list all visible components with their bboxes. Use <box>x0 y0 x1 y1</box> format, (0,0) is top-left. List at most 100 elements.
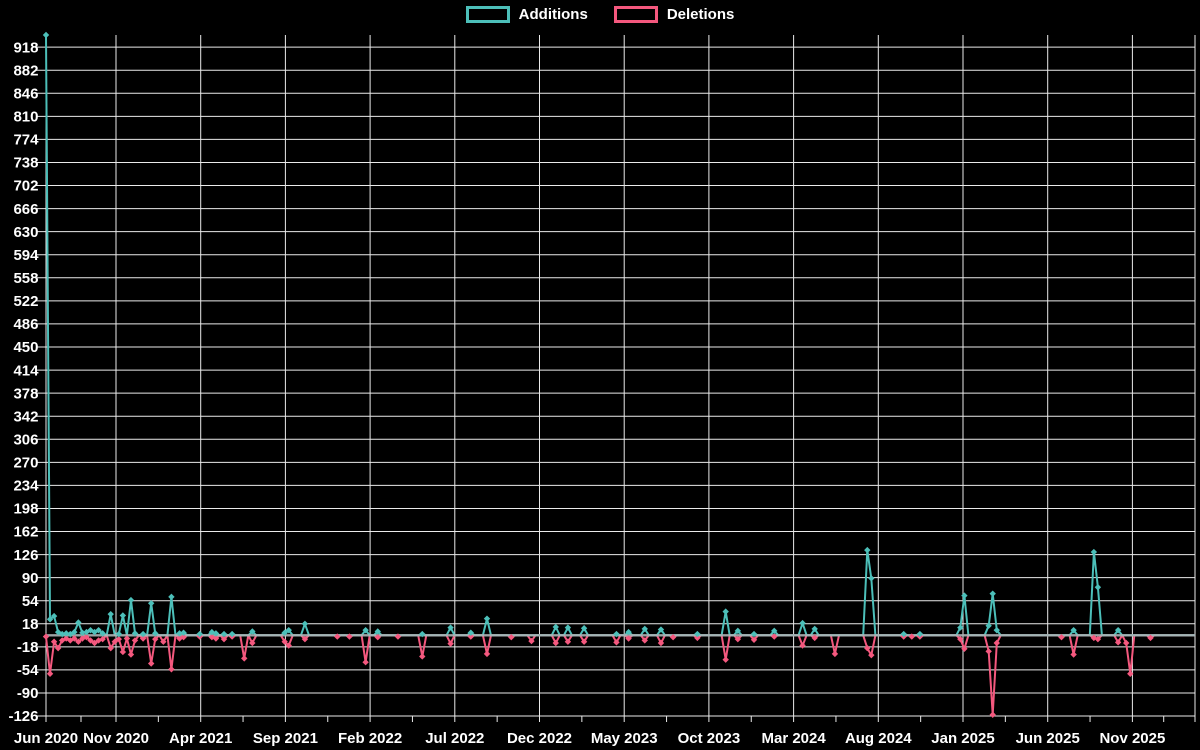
y-tick-label: -54 <box>17 662 39 679</box>
data-point-marker <box>641 637 648 644</box>
data-point-marker <box>107 644 114 652</box>
x-tick-label: Nov 2020 <box>83 730 149 747</box>
data-point-marker <box>734 627 742 635</box>
data-point-marker <box>552 623 559 631</box>
data-point-marker <box>734 635 742 643</box>
data-point-marker <box>1094 584 1102 591</box>
data-point-marker <box>508 634 515 641</box>
y-tick-label: 18 <box>22 616 39 633</box>
data-point-marker <box>91 628 98 636</box>
y-tick-label: 342 <box>13 408 38 425</box>
data-point-marker <box>985 622 992 629</box>
data-point-marker <box>447 640 454 647</box>
x-tick-label: Aug 2024 <box>845 730 912 747</box>
legend-item-additions[interactable]: Additions <box>465 6 588 23</box>
legend-label-deletions: Deletions <box>666 6 735 23</box>
data-point-marker <box>771 633 778 640</box>
data-point-marker <box>285 626 292 634</box>
data-point-marker <box>447 624 454 631</box>
data-point-marker <box>249 639 256 647</box>
data-point-marker <box>985 648 992 655</box>
data-point-marker <box>961 645 968 652</box>
data-point-marker <box>131 630 139 637</box>
y-tick-label: 378 <box>13 385 38 402</box>
data-point-marker <box>394 633 402 640</box>
data-point-marker <box>641 625 648 633</box>
y-tick-label: 918 <box>13 39 38 56</box>
chart-legend: Additions Deletions <box>0 6 1200 23</box>
y-tick-label: 666 <box>13 201 38 218</box>
data-point-marker <box>811 634 818 642</box>
data-point-marker <box>123 635 131 642</box>
y-tick-label: 270 <box>13 455 38 472</box>
data-point-marker <box>168 666 175 673</box>
data-point-marker <box>301 635 309 643</box>
data-point-marker <box>228 630 236 638</box>
data-point-marker <box>75 619 82 626</box>
data-point-marker <box>46 670 54 677</box>
data-point-marker <box>1090 548 1098 556</box>
x-tick-label: Jun 2025 <box>1016 730 1080 747</box>
data-point-marker <box>208 634 216 641</box>
data-point-marker <box>71 628 78 636</box>
deletions-swatch-icon <box>613 6 658 23</box>
data-point-marker <box>147 600 155 607</box>
y-tick-label: 198 <box>13 501 38 518</box>
data-point-marker <box>91 639 98 647</box>
data-point-marker <box>1127 670 1134 677</box>
data-point-marker <box>50 612 58 620</box>
data-point-marker <box>957 635 964 643</box>
legend-item-deletions[interactable]: Deletions <box>613 6 735 23</box>
data-point-marker <box>63 630 70 637</box>
data-point-marker <box>580 625 588 632</box>
y-tick-label: -126 <box>8 708 38 725</box>
data-point-marker <box>1070 626 1077 634</box>
data-point-marker <box>868 651 875 659</box>
x-tick-label: Oct 2023 <box>678 730 741 747</box>
data-point-marker <box>799 642 806 649</box>
x-tick-label: Jul 2022 <box>425 730 484 747</box>
data-point-marker <box>483 650 491 658</box>
additions-line <box>45 34 1195 637</box>
data-point-marker <box>362 626 369 634</box>
y-tick-label: 414 <box>13 362 39 379</box>
data-point-marker <box>176 630 183 637</box>
x-tick-label: Dec 2022 <box>507 730 572 747</box>
data-point-marker <box>552 639 559 647</box>
data-point-marker <box>694 634 701 642</box>
data-point-marker <box>79 635 86 642</box>
data-point-marker <box>46 616 54 623</box>
data-point-marker <box>152 635 159 643</box>
data-point-marker <box>99 630 106 637</box>
data-point-marker <box>83 628 90 636</box>
data-point-marker <box>285 642 292 649</box>
y-tick-label: 522 <box>13 293 38 310</box>
data-point-marker <box>131 637 139 644</box>
data-point-marker <box>63 635 70 642</box>
data-point-marker <box>346 633 353 640</box>
data-point-marker <box>196 630 203 638</box>
data-point-marker <box>71 635 78 642</box>
x-tick-label: Nov 2025 <box>1099 730 1165 747</box>
data-point-marker <box>220 635 228 643</box>
data-point-marker <box>301 620 309 627</box>
data-point-marker <box>75 638 82 645</box>
data-point-marker <box>750 636 758 643</box>
data-point-marker <box>281 638 288 645</box>
data-point-marker <box>58 637 66 644</box>
data-point-marker <box>54 644 62 652</box>
data-point-marker <box>993 639 1000 647</box>
data-point-marker <box>87 626 94 634</box>
data-point-marker <box>147 660 155 667</box>
data-point-marker <box>868 575 875 582</box>
data-point-marker <box>483 615 491 622</box>
legend-label-additions: Additions <box>518 6 588 23</box>
data-point-marker <box>180 629 187 636</box>
data-point-marker <box>152 630 159 637</box>
data-point-marker <box>362 659 369 666</box>
data-point-marker <box>657 626 665 633</box>
data-point-marker <box>419 653 426 660</box>
data-point-marker <box>1114 626 1122 634</box>
data-point-marker <box>1094 635 1102 643</box>
